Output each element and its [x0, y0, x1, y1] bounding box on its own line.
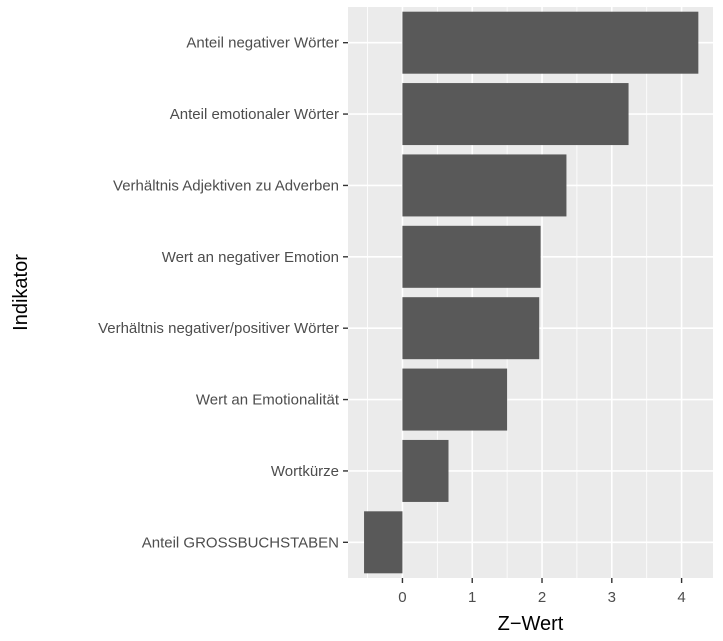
y-tick-label: Wortkürze	[271, 463, 339, 480]
x-axis: 0 1 2 3 4	[398, 578, 686, 606]
bar	[402, 368, 508, 431]
y-tick-label: Anteil emotionaler Wörter	[170, 106, 339, 123]
x-tick-label: 1	[468, 589, 476, 606]
bar	[402, 297, 540, 360]
bar	[402, 439, 449, 502]
bar	[402, 225, 541, 288]
y-tick-label: Wert an negativer Emotion	[162, 249, 339, 266]
y-tick-label: Verhältnis negativer/positiver Wörter	[98, 320, 339, 337]
bar	[402, 11, 699, 74]
y-tick-label: Wert an Emotionalität	[196, 392, 340, 409]
bar	[402, 83, 629, 146]
y-axis-title: Indikator	[10, 254, 32, 331]
x-tick-label: 0	[398, 589, 406, 606]
y-tick-label: Anteil GROSSBUCHSTABEN	[142, 534, 339, 551]
y-tick-label: Anteil negativer Wörter	[186, 35, 339, 52]
bars	[364, 11, 699, 574]
x-tick-label: 4	[677, 589, 685, 606]
x-axis-title: Z−Wert	[498, 613, 564, 635]
y-tick-label: Verhältnis Adjektiven zu Adverben	[113, 177, 339, 194]
bar	[402, 154, 567, 217]
bar	[364, 511, 403, 574]
x-tick-label: 3	[608, 589, 616, 606]
x-tick-label: 2	[538, 589, 546, 606]
y-axis: Anteil negativer Wörter Anteil emotionale…	[98, 35, 348, 551]
